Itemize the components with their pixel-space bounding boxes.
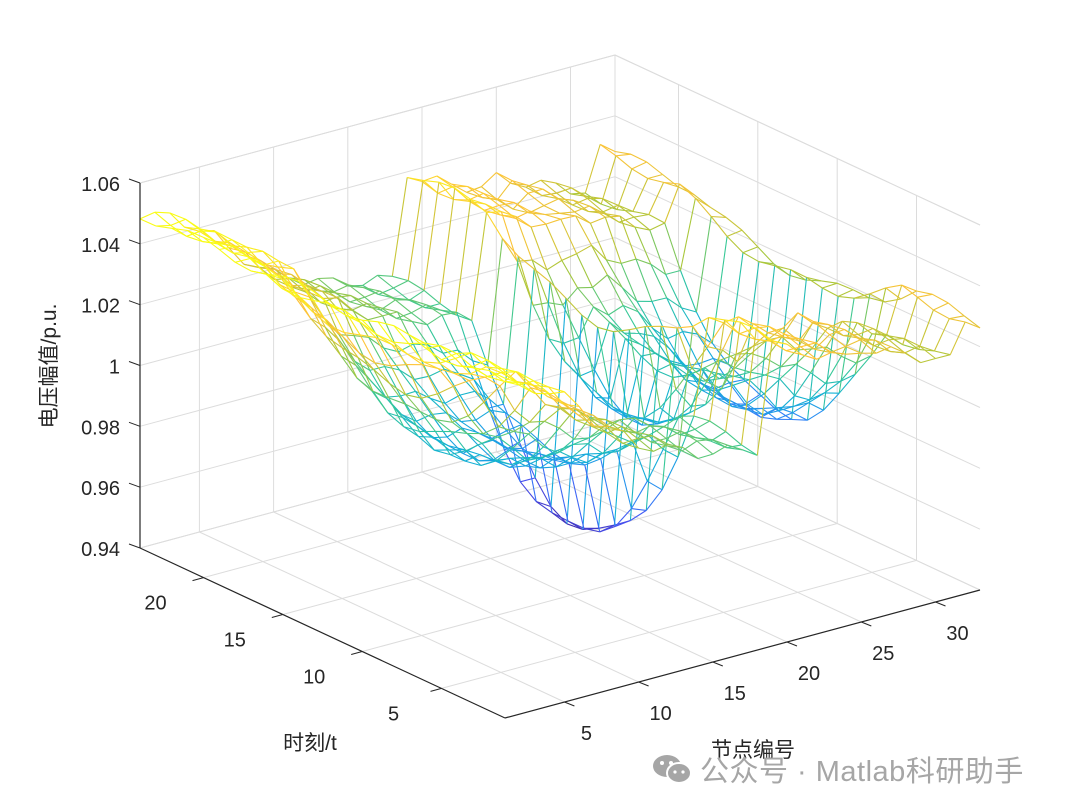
tick-label: 5: [581, 723, 592, 745]
axis-grid: [139, 54, 981, 703]
tick-label: 25: [872, 643, 894, 665]
tick-label: 0.96: [81, 478, 120, 500]
tick-label: 15: [724, 683, 746, 705]
tick-label: 30: [946, 623, 968, 645]
watermark: 公众号 · Matlab科研助手: [652, 748, 1024, 790]
tick-labels: 0.94 0.96 0.98 1 1.02 1.04 1.06 5 10 15 20 5 10 15 20 2…: [81, 174, 969, 745]
tick-label: 1.06: [81, 174, 120, 196]
tick-label: 10: [303, 667, 325, 689]
tick-label: 5: [388, 703, 399, 725]
tick-label: 15: [224, 630, 246, 652]
tick-label: 1: [109, 357, 120, 379]
x-axis-label: 节点编号: [711, 739, 795, 762]
watermark-text: 公众号 · Matlab科研助手: [700, 756, 1024, 788]
wechat-icon: [653, 755, 692, 784]
z-axis-label: 电压幅值/p.u.: [38, 304, 61, 429]
tick-label: 20: [798, 663, 820, 685]
tick-label: 1.02: [81, 296, 120, 318]
axes-lines: [128, 178, 981, 719]
tick-label: 10: [649, 703, 671, 725]
tick-label: 20: [144, 593, 166, 615]
surface-mesh: [139, 143, 981, 533]
tick-label: 0.94: [81, 539, 120, 561]
y-axis-label: 时刻/t: [283, 732, 337, 755]
tick-label: 1.04: [81, 235, 120, 257]
tick-label: 0.98: [81, 417, 120, 439]
